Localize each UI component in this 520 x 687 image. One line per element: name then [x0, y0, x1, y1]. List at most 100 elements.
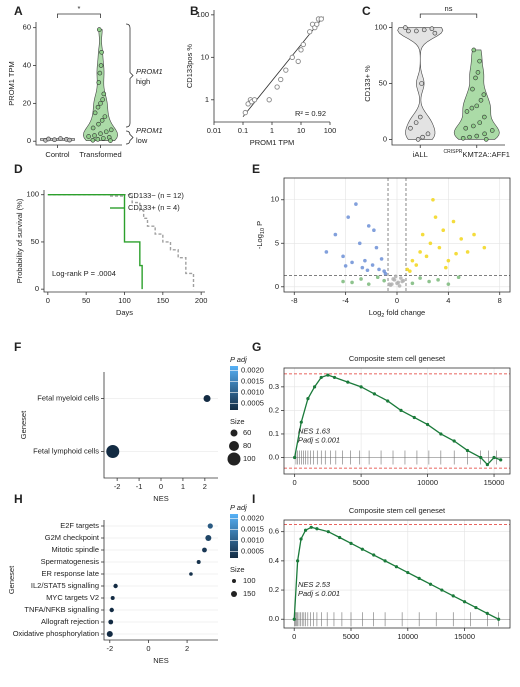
data-point [377, 267, 381, 272]
plot-frame [283, 519, 511, 629]
data-point [92, 133, 97, 138]
es-point [349, 541, 353, 545]
data-point [482, 245, 487, 250]
significance-bracket [419, 13, 478, 18]
data-point [415, 137, 421, 142]
y-axis-label: CD133+ % [363, 65, 372, 102]
data-point [474, 133, 480, 139]
data-point [108, 127, 114, 133]
data-point [363, 258, 367, 263]
data-point [100, 97, 105, 102]
data-point [441, 228, 446, 233]
data-point [92, 110, 98, 116]
x-tick-label: 100 [118, 296, 131, 305]
x-tick-label: 5000 [343, 632, 360, 641]
x-tick-label: 0 [159, 482, 163, 491]
y-tick-label: E2F targets [60, 521, 99, 530]
data-point [477, 120, 483, 125]
data-point [446, 258, 451, 263]
y-tick-label: 40 [23, 61, 31, 70]
y-tick-label: TNFA/NFKB signalling [24, 605, 99, 614]
data-point [109, 607, 114, 613]
x-tick-label: -1 [136, 482, 143, 491]
data-point [433, 215, 438, 219]
colorbar-label: 0.0010 [241, 387, 264, 396]
y-tick-label: 100 [374, 23, 387, 32]
data-point [95, 137, 101, 142]
y-axis-label: Geneset [19, 410, 28, 439]
data-point [408, 125, 413, 131]
x-tick-label: 1 [270, 126, 274, 135]
data-point [307, 29, 313, 35]
x-tick-label: Transformed [79, 150, 121, 159]
y-tick-label: 0.2 [269, 585, 279, 594]
y-tick-label: 0.1 [269, 429, 279, 438]
data-point [365, 268, 370, 273]
data-point [443, 265, 448, 270]
data-point [96, 80, 102, 85]
data-point [421, 27, 427, 33]
data-point [357, 241, 362, 246]
x-axis-label-part: Log [369, 308, 382, 317]
y-tick-label: 10 [271, 195, 279, 204]
y-tick-label: Spermatogenesis [41, 557, 100, 566]
data-point [414, 28, 419, 34]
data-point [454, 251, 458, 256]
colorbar-label: 0.0015 [241, 376, 264, 385]
es-point [315, 527, 319, 531]
es-point [338, 535, 342, 540]
es-point [296, 559, 300, 563]
data-point [318, 16, 324, 22]
data-point [393, 274, 398, 279]
x-tick-label: -8 [291, 296, 298, 305]
panel-letter: D [14, 162, 23, 176]
y-tick-label: 50 [379, 78, 387, 87]
x-tick-label: 10000 [417, 478, 438, 487]
y-tick-label: G2M checkpoint [45, 533, 100, 542]
panel-letter: C [362, 4, 371, 18]
es-point [332, 375, 337, 380]
y-tick-label: 1 [205, 95, 209, 104]
x-tick-label: 200 [195, 296, 208, 305]
es-point [319, 375, 323, 380]
data-point [424, 254, 429, 259]
data-point [202, 547, 207, 553]
size-label: 80 [243, 441, 251, 450]
y-tick-label: 0 [383, 134, 387, 143]
es-point [497, 617, 501, 621]
es-point [479, 455, 483, 460]
data-point [401, 278, 406, 283]
data-point [95, 104, 101, 110]
data-point [405, 267, 410, 272]
y-tick-label: 20 [23, 98, 31, 107]
data-point [103, 129, 109, 135]
data-point [437, 245, 442, 250]
data-point [366, 282, 371, 286]
data-point [375, 275, 380, 280]
es-point [299, 537, 303, 541]
brace [125, 130, 134, 145]
data-point [101, 91, 107, 97]
es-point [485, 462, 489, 467]
data-point [86, 134, 91, 139]
data-point [102, 114, 108, 119]
data-point [475, 70, 481, 75]
size-label: 60 [243, 428, 251, 437]
data-point [333, 232, 338, 237]
data-point [489, 128, 495, 133]
annotation: NES 1.63 [298, 427, 331, 436]
data-point [203, 395, 211, 402]
axis-line [35, 22, 122, 146]
x-axis-label-sub: 2 [381, 313, 384, 319]
data-point [205, 535, 212, 541]
data-point [341, 279, 345, 284]
es-point [428, 582, 433, 586]
x-axis-label: Days [116, 308, 133, 317]
es-point [465, 448, 470, 453]
y-tick-label: 0.2 [269, 405, 279, 414]
data-point [113, 583, 118, 589]
data-point [382, 278, 386, 283]
data-point [106, 631, 113, 637]
es-point [386, 399, 390, 403]
data-point [414, 263, 419, 267]
